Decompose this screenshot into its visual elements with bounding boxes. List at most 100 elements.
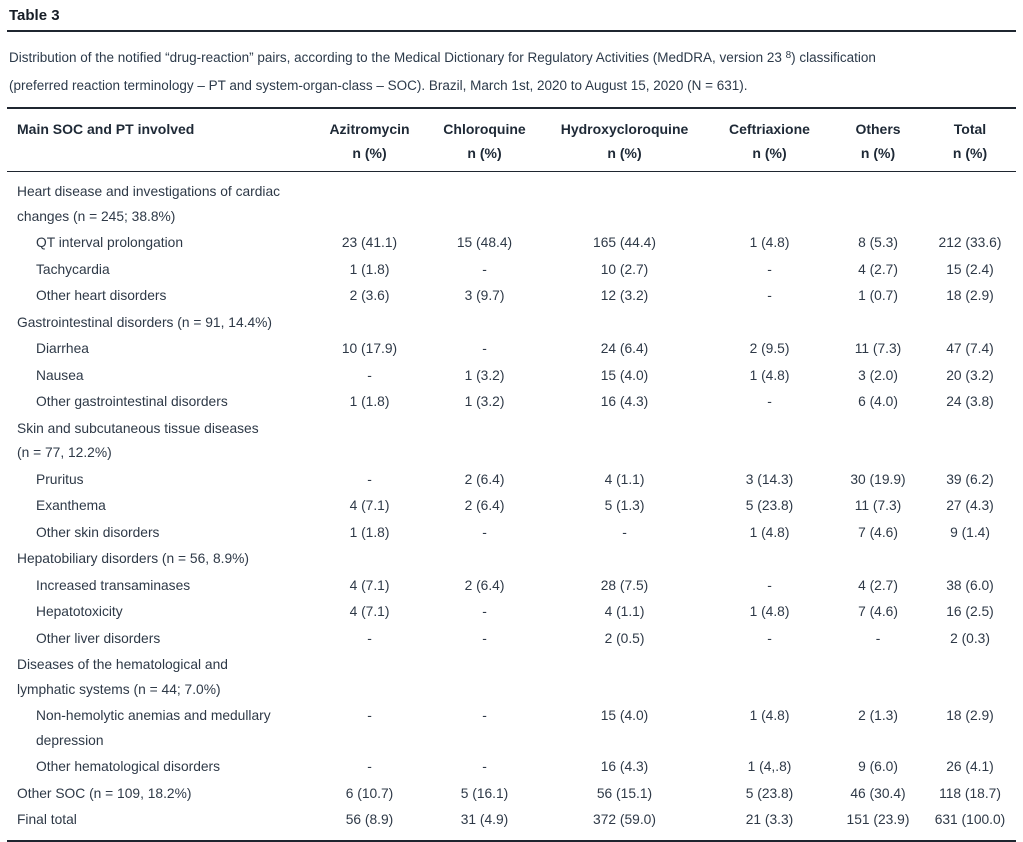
value-cell: 18 (2.9) xyxy=(946,708,994,723)
value-cell xyxy=(312,652,427,703)
value-cell xyxy=(924,172,1016,231)
row-label: Diseases of the hematological and lymphat… xyxy=(7,652,312,703)
row-label: Other liver disorders xyxy=(7,626,312,653)
value-cell: 6 (4.0) xyxy=(858,394,898,409)
value-cell xyxy=(427,546,542,573)
pt-row: QT interval prolongation 23 (41.1) 15 (4… xyxy=(7,230,1016,257)
row-label: Increased transaminases xyxy=(7,573,312,600)
caption-line-2: (preferred reaction terminology – PT and… xyxy=(9,78,748,93)
value-cell xyxy=(427,652,542,703)
value-cell xyxy=(832,172,924,231)
value-cell: 1 (4.8) xyxy=(749,235,790,250)
row-label-line: Non-hemolytic anemias and medullary xyxy=(36,708,271,723)
value-cell: 1 (3.2) xyxy=(464,367,505,383)
value-cell: 56 (8.9) xyxy=(345,812,394,827)
value-cell: 2 (0.5) xyxy=(604,630,645,646)
value-cell: 2 (0.3) xyxy=(950,630,990,646)
row-label-line: Exanthema xyxy=(36,498,106,513)
value-cell: 5 (16.1) xyxy=(460,785,509,801)
value-cell xyxy=(707,172,832,231)
value-cell xyxy=(707,310,832,337)
row-label-line: Pruritus xyxy=(36,471,84,487)
value-cell: 18 (2.9) xyxy=(946,288,994,303)
value-cell: 39 (6.2) xyxy=(946,471,994,487)
soc-row: Diseases of the hematological and lymphat… xyxy=(7,652,1016,703)
value-cell: - xyxy=(482,708,487,723)
value-cell: 3 (14.3) xyxy=(745,471,794,487)
row-label-line: Diseases of the hematological and xyxy=(17,657,228,672)
value-cell: 212 (33.6) xyxy=(938,235,1002,250)
value-cell: 4 (2.7) xyxy=(858,261,898,277)
value-cell: - xyxy=(767,394,772,409)
column-subheader: n (%) xyxy=(607,145,642,161)
value-cell: - xyxy=(767,288,772,303)
row-label: Exanthema xyxy=(7,493,312,520)
value-cell: - xyxy=(367,759,372,774)
value-cell: 16 (4.3) xyxy=(600,759,649,774)
value-cell: 8 (5.3) xyxy=(858,235,898,250)
value-cell: 1 (4,.8) xyxy=(747,759,792,774)
pt-row: Tachycardia 1 (1.8) - 10 (2.7) - 4 (2.7)… xyxy=(7,257,1016,284)
value-cell: - xyxy=(367,630,372,646)
value-cell: - xyxy=(482,604,487,619)
value-cell: 6 (10.7) xyxy=(345,785,394,801)
value-cell: 5 (23.8) xyxy=(745,785,794,801)
value-cell xyxy=(707,546,832,573)
page-title: Table 3 xyxy=(7,3,1016,32)
value-cell: 56 (15.1) xyxy=(596,785,653,801)
value-cell: 12 (3.2) xyxy=(600,288,649,303)
value-cell: - xyxy=(482,759,487,774)
row-label: Final total xyxy=(7,807,312,841)
row-label: Diarrhea xyxy=(7,336,312,363)
column-header-others: Others n (%) xyxy=(832,108,924,172)
value-cell xyxy=(707,652,832,703)
value-cell: 2 (6.4) xyxy=(464,471,505,487)
row-label: Other gastrointestinal disorders xyxy=(7,389,312,416)
row-label: Hepatotoxicity xyxy=(7,599,312,626)
value-cell: 9 (1.4) xyxy=(950,524,990,540)
value-cell: 4 (7.1) xyxy=(349,577,390,593)
row-label-line: QT interval prolongation xyxy=(36,235,183,250)
row-label-line: Hepatotoxicity xyxy=(36,604,123,619)
row-label: Pruritus xyxy=(7,467,312,494)
value-cell: - xyxy=(367,367,372,383)
pt-row: Hepatotoxicity 4 (7.1) - 4 (1.1) 1 (4.8)… xyxy=(7,599,1016,626)
value-cell: 10 (2.7) xyxy=(600,261,649,277)
value-cell: 1 (4.8) xyxy=(749,708,790,723)
column-header-total: Total n (%) xyxy=(924,108,1016,172)
value-cell xyxy=(542,310,707,337)
row-label-line: Other heart disorders xyxy=(36,288,167,303)
value-cell: 4 (7.1) xyxy=(349,604,390,619)
value-cell: 1 (4.8) xyxy=(749,524,790,540)
column-header-hydroxycloroquine: Hydroxycloroquine n (%) xyxy=(542,108,707,172)
value-cell: 4 (2.7) xyxy=(858,577,898,593)
row-label: Heart disease and investigations of card… xyxy=(7,172,312,231)
value-cell xyxy=(427,310,542,337)
value-cell: - xyxy=(482,261,487,277)
row-label: Other heart disorders xyxy=(7,283,312,310)
pt-row: Other liver disorders - - 2 (0.5) - - 2 … xyxy=(7,626,1016,653)
value-cell: 15 (2.4) xyxy=(946,261,994,277)
value-cell: 3 (9.7) xyxy=(464,288,505,303)
value-cell: 10 (17.9) xyxy=(341,341,398,356)
value-cell: 15 (48.4) xyxy=(456,235,513,250)
row-label-line: Gastrointestinal disorders (n = 91, 14.4… xyxy=(17,314,272,330)
value-cell: 1 (4.8) xyxy=(749,604,790,619)
pt-row: Other skin disorders 1 (1.8) - - 1 (4.8)… xyxy=(7,520,1016,547)
column-header-azitromycin: Azitromycin n (%) xyxy=(312,108,427,172)
value-cell: 2 (6.4) xyxy=(464,498,505,513)
value-cell xyxy=(312,310,427,337)
column-header-chloroquine: Chloroquine n (%) xyxy=(427,108,542,172)
value-cell: 31 (4.9) xyxy=(460,812,509,827)
row-label-line: Other SOC (n = 109, 18.2%) xyxy=(17,785,192,801)
row-label-line: Heart disease and investigations of card… xyxy=(17,184,281,199)
value-cell: 5 (23.8) xyxy=(745,498,794,513)
value-cell: 372 (59.0) xyxy=(593,812,656,827)
table-header-row: Main SOC and PT involved Azitromycin n (… xyxy=(7,108,1016,172)
value-cell xyxy=(427,416,542,467)
value-cell: 1 (1.8) xyxy=(349,261,390,277)
value-cell: 1 (4.8) xyxy=(749,367,790,383)
row-label: Tachycardia xyxy=(7,257,312,284)
value-cell: - xyxy=(767,577,772,593)
